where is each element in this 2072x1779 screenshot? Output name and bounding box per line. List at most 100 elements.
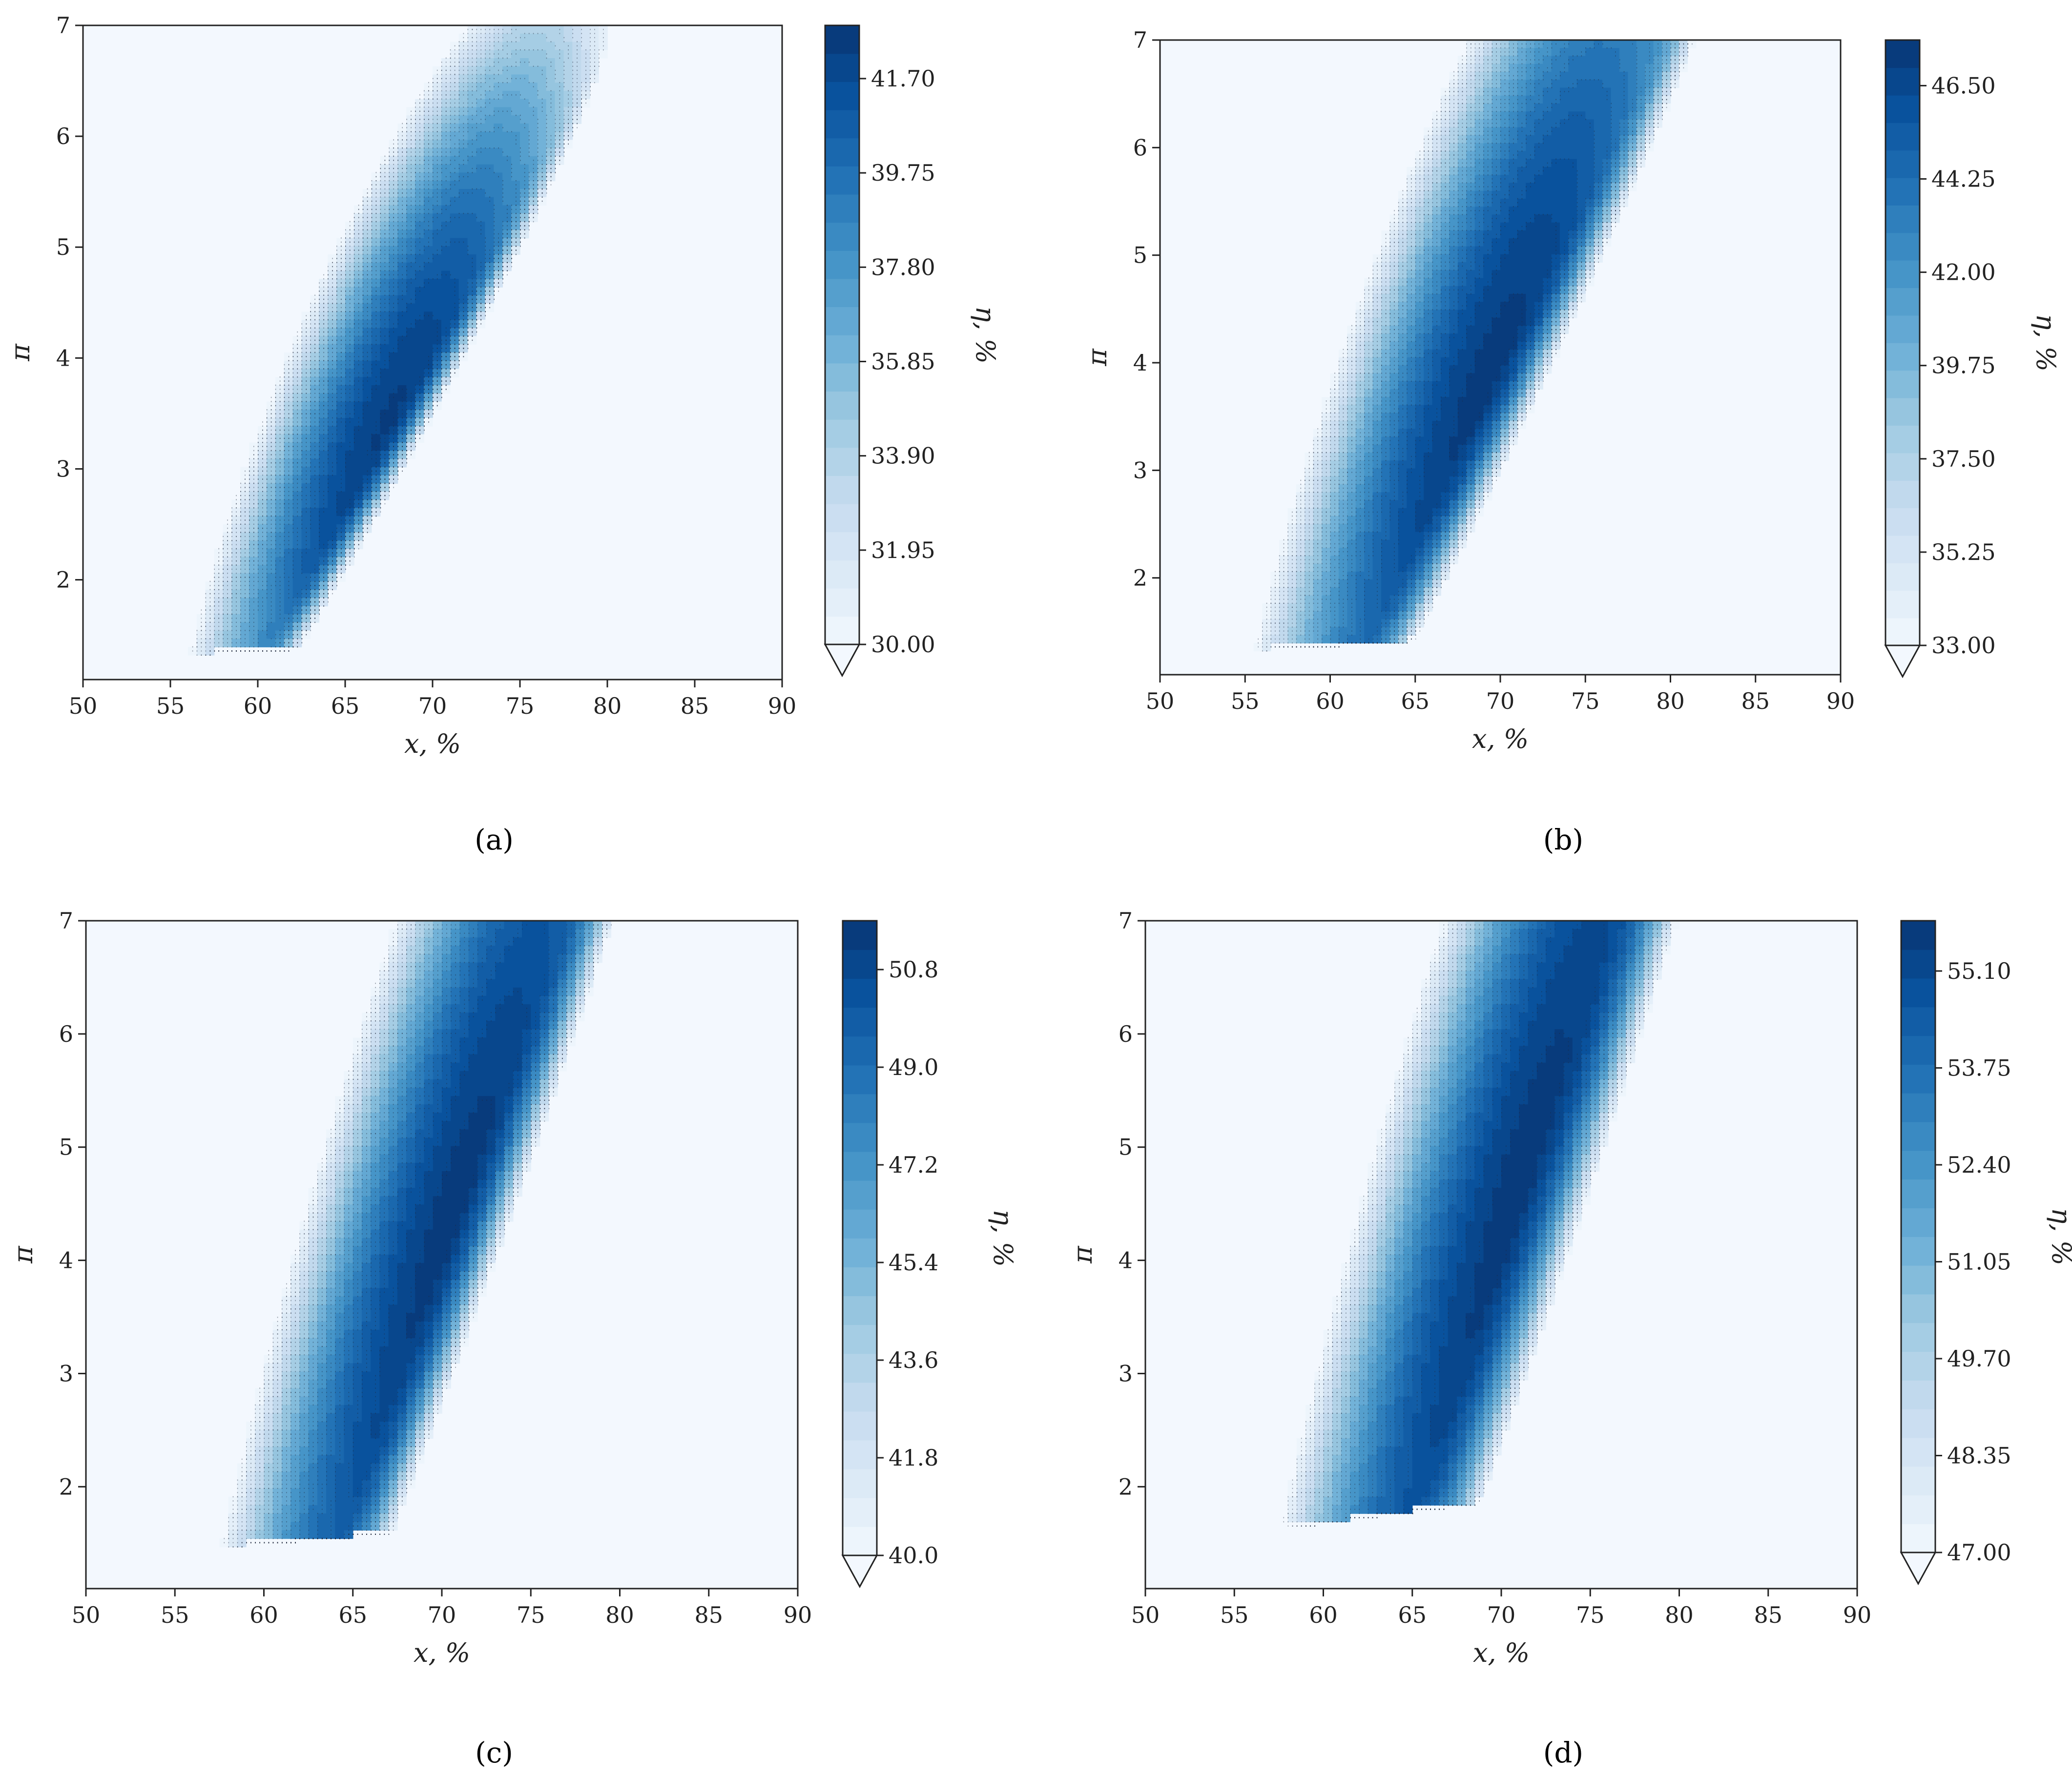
y-tick-label: 4 (1119, 1247, 1133, 1274)
colorbar-band (1886, 590, 1920, 619)
x-tick-label: 55 (156, 693, 185, 719)
colorbar-frame (1885, 39, 1921, 646)
colorbar-tick-label: 31.95 (871, 537, 935, 563)
colorbar-band (1901, 1265, 1935, 1295)
contour-lines (1283, 924, 1671, 1527)
colorbar-tick-label: 50.8 (889, 956, 938, 983)
x-tick-label: 75 (506, 693, 535, 719)
colorbar: 40.0 41.8 43.6 45.4 47.2 49.0 50.8 η, % (841, 920, 1018, 1589)
x-tick-label: 55 (1231, 688, 1260, 714)
colorbar-band (825, 476, 859, 504)
y-tick-label: 7 (1119, 908, 1133, 934)
colorbar-band (1901, 921, 1935, 950)
colorbar-band (1901, 1208, 1935, 1237)
x-tick-label: 60 (244, 693, 272, 719)
colorbar-band (825, 532, 859, 560)
colorbar-band (843, 1324, 877, 1354)
x-tick-label: 80 (605, 1602, 634, 1628)
colorbar-band (825, 616, 859, 645)
colorbar-band (1901, 1437, 1935, 1467)
x-axis-label: x, % (414, 1637, 470, 1668)
colorbar-band (825, 307, 859, 335)
colorbar-band (825, 222, 859, 251)
colorbar: 47.00 48.35 49.70 51.05 52.40 53.75 55.10 η, % (1900, 920, 2072, 1586)
colorbar-tick-label: 33.00 (1931, 632, 1996, 659)
x-tick-label: 65 (331, 693, 360, 719)
colorbar-band (1901, 1323, 1935, 1352)
colorbar-band (1886, 370, 1920, 398)
colorbar-band (1886, 397, 1920, 426)
colorbar-tick-label: 39.75 (871, 160, 935, 186)
y-axis-label: π (1067, 1245, 1098, 1264)
x-axis-label: x, % (404, 728, 461, 759)
colorbar-band (1901, 1495, 1935, 1524)
y-tick-label: 7 (56, 12, 70, 39)
colorbar-tick-label: 43.6 (889, 1347, 938, 1373)
colorbar-band (1886, 260, 1920, 289)
contour-panel-3: 50 55 60 65 70 75 80 85 90 2 3 4 5 6 7 x, % π 40.0 41.8 43.… (8, 908, 1018, 1769)
colorbar-band (825, 138, 859, 166)
contour-lines (224, 924, 612, 1548)
x-tick-label: 50 (72, 1602, 101, 1628)
x-tick-label: 90 (768, 693, 797, 719)
colorbar-label: η, % (2046, 1208, 2072, 1265)
colorbar-band (1901, 1093, 1935, 1122)
x-tick-label: 70 (1486, 688, 1515, 714)
colorbar-band (1886, 425, 1920, 454)
colorbar-tick-label: 35.85 (871, 348, 935, 374)
x-tick-label: 50 (1131, 1602, 1160, 1628)
colorbar-band (843, 1238, 877, 1267)
colorbar-band (843, 1036, 877, 1066)
colorbar-band (825, 194, 859, 223)
colorbar-tick-label: 52.40 (1947, 1152, 2011, 1178)
y-tick-label: 6 (59, 1021, 73, 1047)
colorbar-tick-label: 48.35 (1947, 1442, 2011, 1469)
colorbar-tick-label: 49.70 (1947, 1345, 2011, 1372)
y-tick-label: 2 (1119, 1473, 1133, 1500)
colorbar-band (825, 588, 859, 617)
contour-lines (192, 29, 604, 656)
colorbar-band (843, 1094, 877, 1123)
colorbar-band (1901, 1035, 1935, 1065)
colorbar-band (1886, 177, 1920, 206)
colorbar-tick-label: 41.8 (889, 1445, 938, 1471)
x-tick-label: 60 (1309, 1602, 1338, 1628)
x-tick-label: 80 (1656, 688, 1685, 714)
colorbar-band (1886, 288, 1920, 316)
x-tick-label: 70 (428, 1602, 456, 1628)
colorbar-band (843, 1469, 877, 1498)
x-tick-label: 55 (1220, 1602, 1249, 1628)
colorbar-band (1901, 1150, 1935, 1180)
panel-label: (b) (1543, 823, 1583, 856)
colorbar-band (843, 1065, 877, 1095)
x-tick-label: 65 (1398, 1602, 1427, 1628)
panel-label: (d) (1543, 1736, 1583, 1769)
y-tick-label: 3 (1119, 1360, 1133, 1386)
colorbar-band (825, 278, 859, 308)
colorbar-band (843, 921, 877, 950)
x-tick-label: 55 (161, 1602, 189, 1628)
colorbar-frame (842, 920, 878, 1556)
colorbar-band (1901, 1179, 1935, 1208)
colorbar-band (1901, 1237, 1935, 1266)
colorbar-band (1901, 949, 1935, 979)
colorbar-band (825, 250, 859, 279)
x-tick-label: 85 (694, 1602, 723, 1628)
colorbar-band (843, 1180, 877, 1210)
x-tick-label: 90 (1826, 688, 1855, 714)
colorbar-tick-label: 35.25 (1931, 539, 1996, 565)
y-axis-label: π (1082, 348, 1113, 367)
colorbar-band (1886, 123, 1920, 151)
x-tick-label: 80 (593, 693, 622, 719)
colorbar-tick-label: 47.00 (1947, 1539, 2011, 1566)
colorbar-band (1886, 618, 1920, 646)
colorbar-band (1901, 1121, 1935, 1151)
y-tick-label: 6 (56, 123, 70, 149)
x-tick-label: 50 (1146, 688, 1175, 714)
contour-fill (83, 25, 782, 680)
colorbar-tick-label: 40.0 (889, 1542, 938, 1569)
colorbar-band (1901, 1408, 1935, 1438)
